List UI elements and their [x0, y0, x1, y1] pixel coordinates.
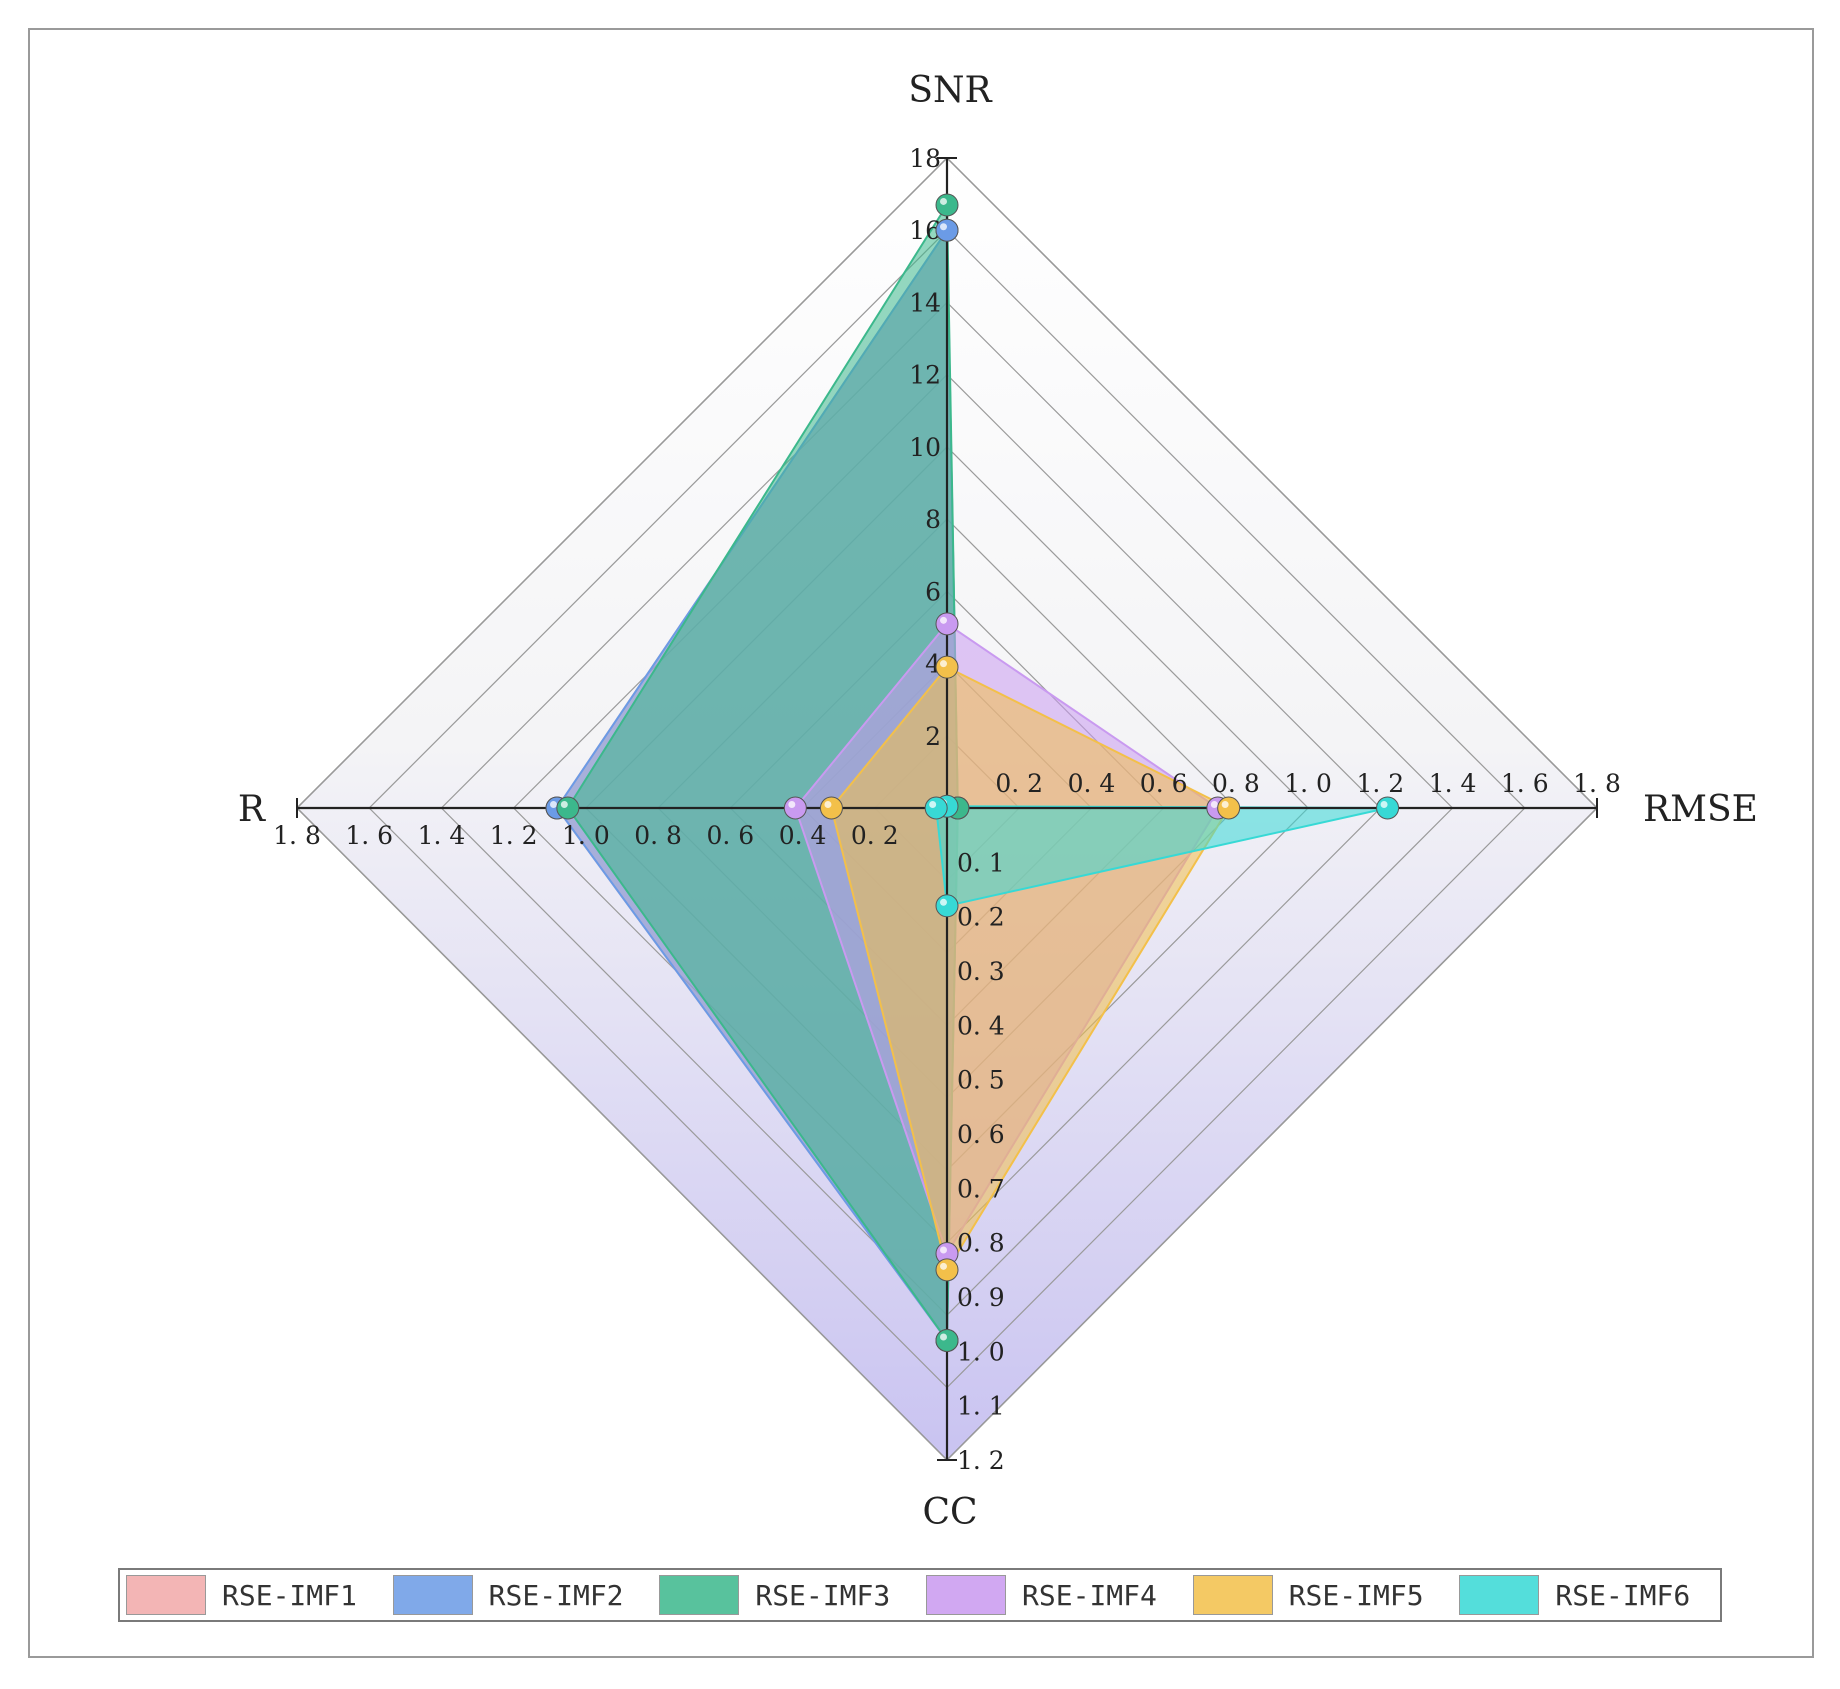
marker-highlight	[1380, 801, 1388, 808]
tick-label-r: 1. 0	[562, 821, 610, 850]
legend-swatch	[392, 1575, 473, 1615]
tick-label-snr: 6	[925, 577, 941, 606]
legend-swatch	[659, 1575, 740, 1615]
tick-label-cc: 0. 3	[957, 957, 1005, 986]
legend: RSE-IMF1 RSE-IMF2 RSE-IMF3 RSE-IMF4 RSE-IMF5…	[118, 1568, 1722, 1622]
marker-rse-imf4-snr	[935, 612, 959, 636]
tick-label-rmse: 1. 2	[1356, 769, 1404, 798]
axis-title-cc: CC	[922, 1492, 977, 1533]
legend-item-rse-imf3: RSE-IMF3	[653, 1570, 920, 1620]
axis-title-snr: SNR	[908, 70, 992, 111]
tick-label-snr: 14	[909, 288, 941, 317]
legend-label: RSE-IMF2	[488, 1578, 624, 1612]
legend-label: RSE-IMF5	[1288, 1578, 1424, 1612]
marker-rse-imf6-r	[924, 796, 948, 820]
marker-rse-imf3-cc	[935, 1328, 959, 1352]
marker-rse-imf5-r	[819, 796, 843, 820]
tick-label-snr: 10	[909, 433, 941, 462]
radar-series	[555, 201, 1388, 1344]
marker-highlight	[940, 616, 947, 624]
legend-swatch	[926, 1575, 1007, 1615]
legend-item-rse-imf2: RSE-IMF2	[387, 1570, 654, 1620]
marker-highlight	[1210, 801, 1218, 808]
legend-label: RSE-IMF6	[1555, 1578, 1691, 1612]
marker-rse-imf5-cc	[935, 1258, 959, 1282]
tick-label-cc: 0. 7	[957, 1174, 1005, 1203]
marker-highlight	[929, 801, 937, 808]
marker-highlight	[940, 1246, 947, 1254]
marker-highlight	[788, 801, 796, 808]
tick-label-cc: 0. 2	[957, 903, 1005, 932]
tick-label-snr: 18	[909, 144, 941, 173]
tick-label-rmse: 1. 4	[1429, 769, 1477, 798]
tick-label-cc: 1. 0	[957, 1337, 1005, 1366]
legend-label: RSE-IMF3	[755, 1578, 891, 1612]
tick-label-cc: 1. 2	[957, 1446, 1005, 1475]
tick-label-cc: 0. 6	[957, 1120, 1005, 1149]
marker-highlight	[940, 197, 947, 205]
legend-item-rse-imf5: RSE-IMF5	[1187, 1570, 1454, 1620]
tick-label-r: 0. 8	[634, 821, 682, 850]
tick-label-cc: 0. 8	[957, 1229, 1005, 1258]
legend-swatch	[126, 1575, 206, 1615]
tick-label-rmse: 1. 8	[1573, 769, 1621, 798]
tick-label-rmse: 0. 8	[1212, 769, 1260, 798]
marker-highlight	[940, 223, 947, 231]
tick-label-snr: 12	[909, 361, 941, 390]
tick-label-cc: 0. 5	[957, 1066, 1005, 1095]
marker-highlight	[940, 660, 947, 668]
marker-highlight	[560, 801, 568, 808]
tick-label-cc: 1. 1	[957, 1392, 1005, 1421]
tick-label-snr: 2	[925, 722, 941, 751]
tick-label-rmse: 1. 0	[1284, 769, 1332, 798]
tick-label-r: 0. 4	[779, 821, 827, 850]
legend-swatch	[1459, 1575, 1540, 1615]
marker-rse-imf3-r	[556, 796, 580, 820]
marker-highlight	[1221, 801, 1229, 808]
tick-label-rmse: 0. 4	[1068, 769, 1116, 798]
tick-label-cc: 0. 4	[957, 1011, 1005, 1040]
marker-rse-imf5-rmse	[1217, 796, 1241, 820]
marker-highlight	[940, 1262, 947, 1270]
tick-label-cc: 0. 1	[957, 848, 1005, 877]
marker-rse-imf2-snr	[935, 218, 959, 242]
tick-label-rmse: 0. 6	[1140, 769, 1188, 798]
marker-highlight	[940, 1333, 947, 1341]
legend-item-rse-imf1: RSE-IMF1	[120, 1570, 387, 1620]
marker-highlight	[550, 801, 557, 808]
marker-highlight	[940, 898, 947, 906]
legend-label: RSE-IMF1	[222, 1578, 357, 1612]
tick-label-r: 1. 2	[490, 821, 538, 850]
tick-label-r: 0. 6	[706, 821, 754, 850]
marker-rse-imf3-snr	[935, 193, 959, 217]
tick-label-cc: 0. 9	[957, 1283, 1005, 1312]
tick-label-r: 1. 8	[273, 821, 321, 850]
tick-label-r: 1. 4	[418, 821, 466, 850]
legend-label: RSE-IMF4	[1022, 1578, 1157, 1612]
marker-rse-imf6-rmse	[1376, 796, 1400, 820]
legend-item-rse-imf4: RSE-IMF4	[920, 1570, 1187, 1620]
legend-item-rse-imf6: RSE-IMF6	[1453, 1570, 1720, 1620]
tick-label-rmse: 0. 2	[995, 769, 1043, 798]
marker-rse-imf4-r	[783, 796, 807, 820]
radar-markers	[545, 193, 1400, 1352]
tick-label-r: 1. 6	[345, 821, 393, 850]
axis-title-r: R	[238, 789, 266, 830]
marker-highlight	[824, 801, 832, 808]
marker-rse-imf6-cc	[935, 894, 959, 918]
legend-swatch	[1192, 1575, 1273, 1615]
radar-axis-titles: SNR RMSE CC R	[238, 70, 1758, 1533]
axis-title-rmse: RMSE	[1643, 789, 1758, 830]
marker-rse-imf5-snr	[935, 655, 959, 679]
tick-label-r: 0. 2	[851, 821, 899, 850]
tick-label-snr: 8	[925, 505, 941, 534]
tick-label-rmse: 1. 6	[1501, 769, 1549, 798]
